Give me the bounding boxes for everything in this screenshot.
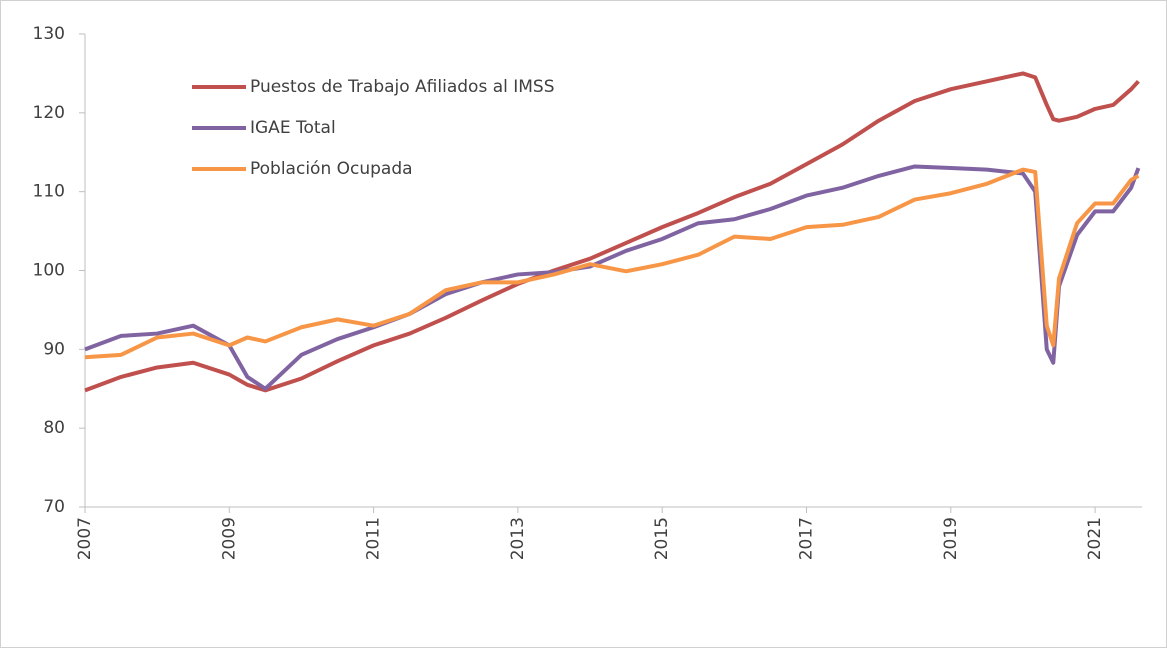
y-tick-label: 130 [33, 24, 65, 44]
y-tick-label: 80 [43, 418, 65, 438]
y-tick-label: 70 [43, 497, 65, 517]
legend-label: Puestos de Trabajo Afiliados al IMSS [250, 77, 555, 97]
x-tick-label: 2015 [652, 517, 672, 560]
x-tick-label: 2007 [75, 517, 95, 560]
series-line [84, 164, 1141, 391]
y-tick-label: 120 [33, 103, 65, 123]
y-tick-label: 100 [33, 261, 65, 281]
x-tick-label: 2009 [219, 517, 239, 560]
y-tick-label: 110 [33, 182, 65, 202]
x-tick-label: 2013 [508, 517, 528, 560]
legend-label: IGAE Total [250, 118, 336, 138]
legend-label: Población Ocupada [250, 159, 413, 179]
x-tick-label: 2017 [797, 517, 817, 560]
y-tick-label: 90 [43, 339, 65, 359]
x-tick-label: 2011 [364, 517, 384, 560]
series-line [84, 167, 1140, 360]
x-tick-label: 2019 [941, 517, 961, 560]
x-tick-label: 2021 [1085, 517, 1105, 560]
